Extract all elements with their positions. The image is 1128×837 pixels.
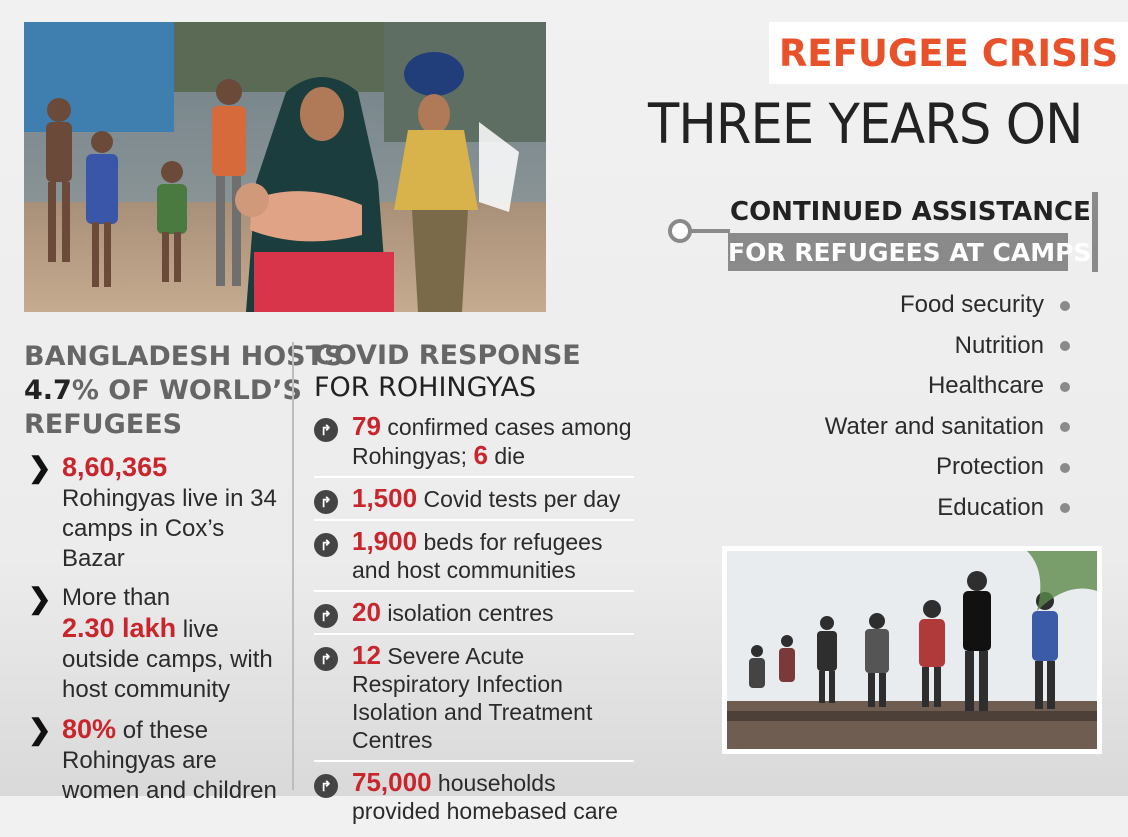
bullet-dot-icon <box>1060 422 1070 433</box>
page-title: REFUGEE CRISIS <box>778 32 1119 75</box>
chevron-right-icon: ❯ <box>28 714 52 745</box>
assistance-subtitle: FOR REFUGEES AT CAMPS <box>728 233 1091 271</box>
bullet-dot-icon <box>1060 381 1070 392</box>
bangladesh-facts: ❯ 8,60,365 Rohingyas live in 34 camps in… <box>24 452 289 815</box>
list-item: ↱ 12 Severe Acute Respiratory Infection … <box>314 641 634 762</box>
list-item: ❯ More than 2.30 lakh live outside camps… <box>28 583 273 703</box>
arrow-circle-icon: ↱ <box>314 533 338 557</box>
list-item: Protection <box>760 450 1070 491</box>
arrow-circle-icon: ↱ <box>314 604 338 628</box>
covid-facts: ↱ 79 confirmed cases among Rohingyas; 6 … <box>314 412 634 837</box>
assistance-list: Food security Nutrition Healthcare Water… <box>760 288 1070 531</box>
list-item: ↱ 1,900 beds for refugees and host commu… <box>314 527 634 592</box>
title-box <box>769 22 1128 84</box>
covid-heading: COVID RESPONSE <box>314 340 581 371</box>
bangladesh-heading: BANGLADESH HOSTS 4.7% OF WORLD’S REFUGEE… <box>24 341 344 440</box>
bullet-dot-icon <box>1060 341 1070 352</box>
covid-subheading: FOR ROHINGYAS <box>314 372 537 403</box>
list-item: ↱ 1,500 Covid tests per day <box>314 484 634 521</box>
bullet-dot-icon <box>1060 300 1070 311</box>
bullet-dot-icon <box>1060 462 1070 473</box>
list-item: ↱ 75,000 households provided homebased c… <box>314 768 634 831</box>
connector-circle-icon <box>668 219 692 243</box>
assistance-title: CONTINUED ASSISTANCE <box>730 197 1091 227</box>
list-item: Education <box>760 491 1070 532</box>
refugees-walking-photo <box>24 22 546 312</box>
list-item: Healthcare <box>760 369 1070 410</box>
list-item: ❯ 80% of these Rohingyas are women and c… <box>28 714 277 804</box>
list-item: ❯ 8,60,365 Rohingyas live in 34 camps in… <box>28 452 277 572</box>
list-item: ↱ 20 isolation centres <box>314 598 634 635</box>
list-item: Food security <box>760 288 1070 329</box>
bullet-dot-icon <box>1060 503 1070 514</box>
refugees-road-photo <box>722 546 1102 754</box>
bracket-bar <box>1092 192 1098 272</box>
arrow-circle-icon: ↱ <box>314 418 338 442</box>
page-subtitle: THREE YEARS ON <box>648 92 1083 156</box>
column-divider <box>292 342 294 790</box>
connector-line <box>690 229 730 233</box>
list-item: Nutrition <box>760 329 1070 370</box>
chevron-right-icon: ❯ <box>28 452 52 483</box>
list-item: ↱ 79 confirmed cases among Rohingyas; 6 … <box>314 412 634 478</box>
arrow-circle-icon: ↱ <box>314 774 338 798</box>
list-item: Water and sanitation <box>760 410 1070 451</box>
arrow-circle-icon: ↱ <box>314 490 338 514</box>
arrow-circle-icon: ↱ <box>314 647 338 671</box>
chevron-right-icon: ❯ <box>28 583 52 614</box>
